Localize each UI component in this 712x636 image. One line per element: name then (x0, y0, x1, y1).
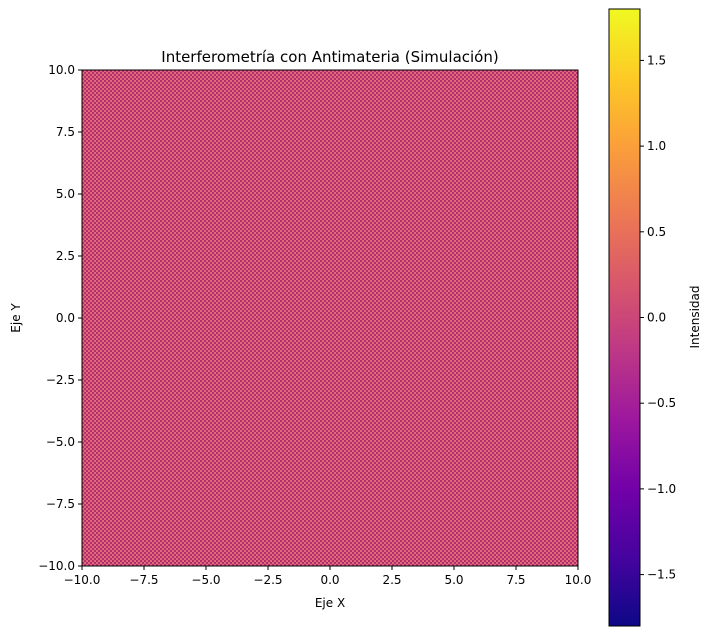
colorbar-label: Intensidad (688, 285, 702, 348)
colorbar-tick-label: 0.5 (647, 225, 666, 239)
x-axis-ticks: −10.0 −7.5 −5.0 −2.5 0.0 2.5 5.0 7.5 10.0 (64, 566, 592, 587)
x-tick-label: −7.5 (129, 573, 158, 587)
colorbar-tick-label: 1.0 (647, 139, 666, 153)
x-axis-label: Eje X (315, 596, 345, 610)
chart-title: Interferometría con Antimateria (Simulac… (161, 48, 498, 66)
x-tick-label: 2.5 (382, 573, 401, 587)
colorbar-tick-label: 0.0 (647, 311, 666, 325)
x-tick-label: −5.0 (191, 573, 220, 587)
colorbar-tick-label: −0.5 (647, 396, 676, 410)
colorbar-tick-label: 1.5 (647, 53, 666, 67)
colorbar-tick-label: −1.0 (647, 482, 676, 496)
y-tick-label: −2.5 (46, 373, 75, 387)
heatmap-image (82, 70, 578, 566)
x-tick-label: −10.0 (64, 573, 101, 587)
y-axis-label: Eje Y (9, 303, 23, 333)
y-tick-label: 5.0 (56, 187, 75, 201)
colorbar-tick-label: −1.5 (647, 568, 676, 582)
y-tick-label: 7.5 (56, 125, 75, 139)
y-tick-label: 10.0 (48, 63, 75, 77)
y-axis-ticks: −10.0 −7.5 −5.0 −2.5 0.0 2.5 5.0 7.5 10.0 (38, 63, 82, 573)
y-tick-label: −7.5 (46, 497, 75, 511)
colorbar-ticks: −1.5 −1.0 −0.5 0.0 0.5 1.0 1.5 (640, 53, 676, 582)
x-tick-label: 10.0 (565, 573, 592, 587)
y-tick-label: −10.0 (38, 559, 75, 573)
x-tick-label: 5.0 (444, 573, 463, 587)
x-tick-label: 0.0 (320, 573, 339, 587)
y-tick-label: −5.0 (46, 435, 75, 449)
x-tick-label: −2.5 (253, 573, 282, 587)
y-tick-label: 2.5 (56, 249, 75, 263)
colorbar (608, 8, 641, 627)
y-tick-label: 0.0 (56, 311, 75, 325)
x-tick-label: 7.5 (506, 573, 525, 587)
